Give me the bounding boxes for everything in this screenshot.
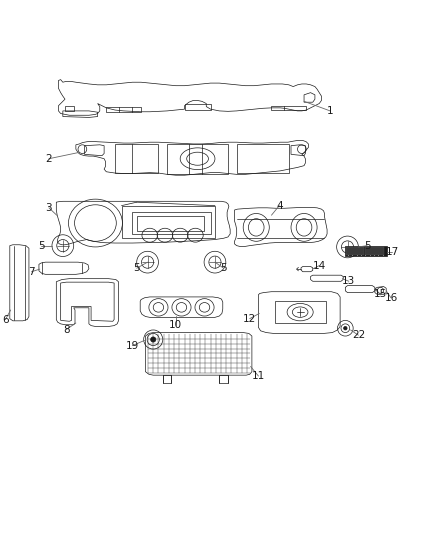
Bar — [346, 247, 364, 255]
Ellipse shape — [343, 327, 347, 330]
Text: 13: 13 — [342, 276, 356, 286]
Text: 6: 6 — [2, 314, 9, 325]
Bar — [345, 246, 387, 256]
Text: 5: 5 — [38, 240, 44, 251]
Bar — [219, 375, 228, 383]
Text: 19: 19 — [126, 341, 139, 351]
Text: 11: 11 — [252, 371, 265, 381]
Text: 16: 16 — [385, 293, 398, 303]
Bar — [137, 216, 204, 231]
Text: 14: 14 — [313, 261, 326, 271]
Text: 1: 1 — [327, 106, 333, 116]
Text: 10: 10 — [169, 320, 182, 330]
Bar — [365, 247, 384, 255]
Text: 3: 3 — [46, 203, 52, 213]
Text: 22: 22 — [352, 330, 365, 340]
Text: 2: 2 — [46, 154, 52, 164]
Text: 5: 5 — [364, 240, 371, 251]
Text: 5: 5 — [134, 263, 140, 273]
Text: 17: 17 — [385, 247, 399, 257]
Text: 5: 5 — [220, 263, 227, 273]
Text: 8: 8 — [63, 325, 70, 335]
Text: 15: 15 — [374, 289, 387, 300]
Text: 7: 7 — [28, 266, 35, 277]
Text: 4: 4 — [276, 200, 283, 211]
Text: 12: 12 — [243, 313, 256, 324]
Bar — [163, 375, 172, 383]
Ellipse shape — [151, 337, 156, 342]
